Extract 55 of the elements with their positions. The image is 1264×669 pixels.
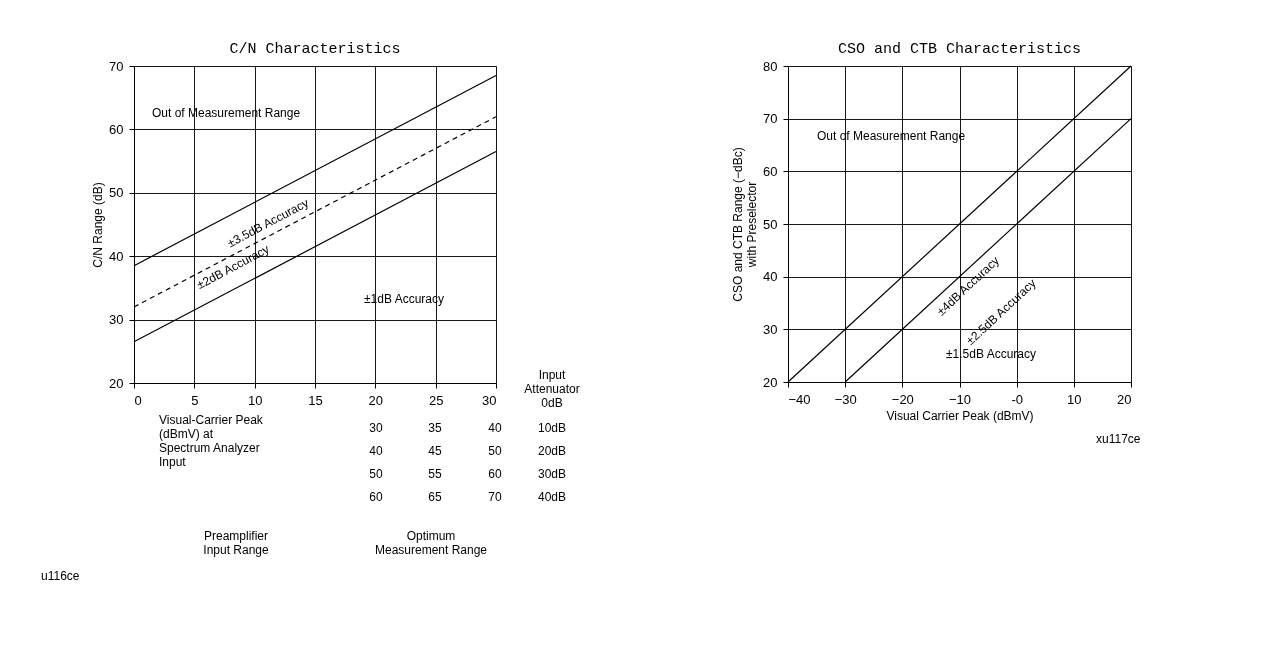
text: 60	[488, 467, 502, 481]
text: 55	[428, 467, 442, 481]
x-tick-label: 20	[1117, 391, 1132, 407]
text: 65	[428, 490, 442, 504]
x-tick-label: 15	[308, 392, 323, 408]
text: 70	[488, 490, 502, 504]
y-tick-label: 20	[109, 375, 124, 391]
text: 45	[428, 444, 442, 458]
y-axis-title: C/N Range (dB)	[91, 182, 106, 268]
text: 20dB	[537, 444, 567, 458]
text: 50	[369, 467, 383, 481]
text: 40dB	[537, 490, 567, 504]
y-tick-label: 50	[109, 185, 124, 201]
y-axis-title: CSO and CTB Range (−dBc) with Preselector	[731, 147, 760, 302]
chart-title: C/N Characteristics	[229, 41, 401, 58]
y-tick-label: 40	[109, 248, 124, 264]
y-tick-label: 30	[763, 321, 778, 337]
y-tick-label: 70	[109, 58, 124, 74]
y-tick-label: 50	[763, 216, 778, 232]
y-tick-label: 70	[763, 111, 778, 127]
text: Input Attenuator	[524, 368, 580, 396]
y-tick-label: 80	[763, 58, 778, 74]
x-tick-label: 30	[482, 392, 497, 408]
text: 40	[369, 444, 383, 458]
y-tick-label: 20	[763, 374, 778, 390]
text: Preamplifier Input Range	[203, 529, 270, 557]
text: 10dB	[537, 421, 567, 435]
y-tick-label: 40	[763, 269, 778, 285]
x-tick-label: −20	[891, 391, 914, 407]
text: 40	[488, 421, 502, 435]
text: 35	[428, 421, 442, 435]
text: 30dB	[537, 467, 567, 481]
x-tick-label: −30	[834, 391, 857, 407]
text: u116ce	[41, 569, 80, 583]
x-tick-label: 10	[247, 392, 263, 408]
x-axis-title: Visual-Carrier Peak (dBmV) at Spectrum Analyzer Input	[159, 413, 264, 469]
x-tick-label: -0	[1011, 391, 1023, 407]
x-tick-label: −10	[948, 391, 972, 407]
text: 60	[369, 490, 383, 504]
x-tick-label: 20	[368, 392, 384, 408]
x-tick-label: 10	[1067, 391, 1082, 407]
y-tick-label: 30	[109, 312, 124, 328]
text: 30	[369, 421, 383, 435]
y-tick-label: 60	[763, 163, 778, 179]
x-tick-label: −40	[788, 391, 811, 407]
text: xu117ce	[1096, 432, 1141, 446]
text: 0dB	[541, 396, 563, 410]
text: Optimum Measurement Range	[374, 529, 488, 557]
y-tick-label: 60	[109, 121, 124, 137]
x-tick-label: 5	[191, 392, 199, 408]
x-tick-label: 0	[134, 392, 142, 408]
chart-title: CSO and CTB Characteristics	[837, 41, 1082, 58]
x-axis-title: Visual Carrier Peak (dBmV)	[886, 408, 1034, 423]
text: 50	[488, 444, 502, 458]
x-tick-label: 25	[428, 392, 444, 408]
